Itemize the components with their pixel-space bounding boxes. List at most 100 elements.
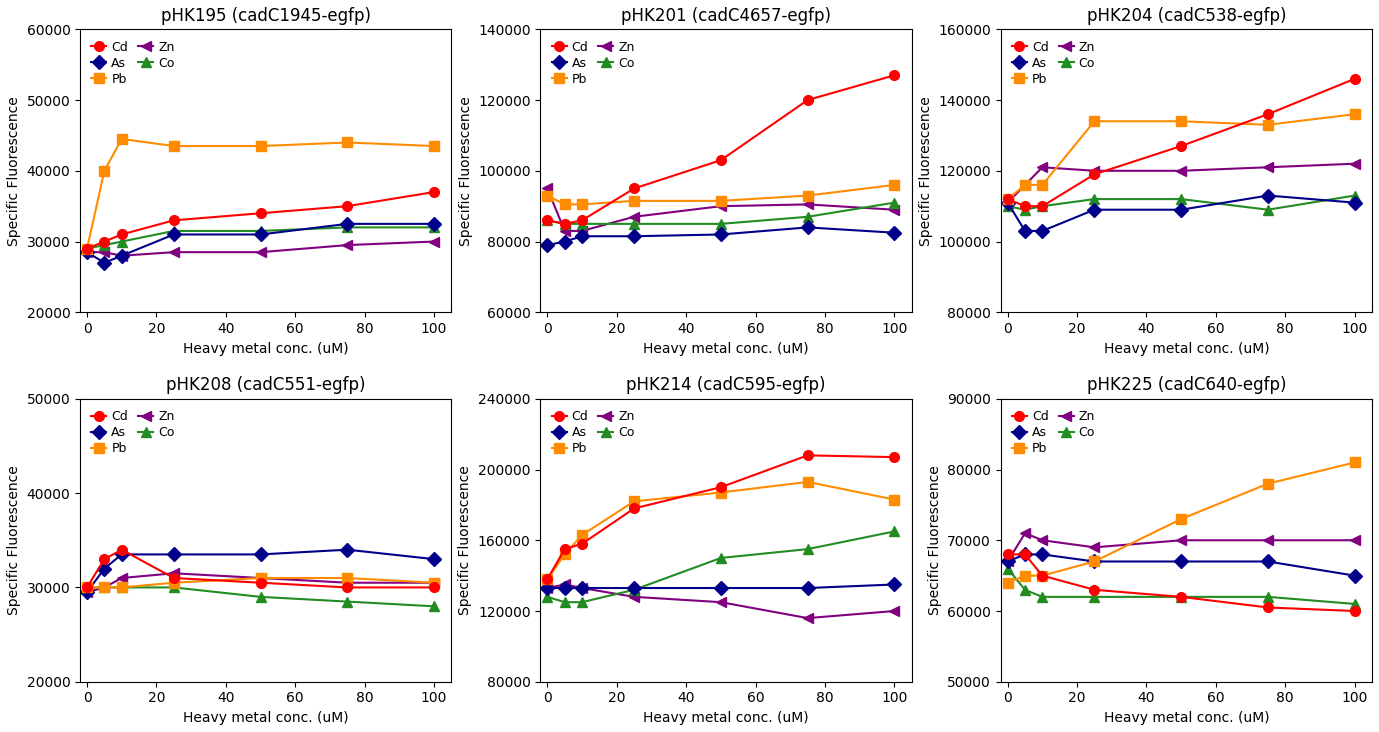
Zn bbox=[574, 583, 590, 592]
Co bbox=[252, 592, 269, 601]
As bbox=[557, 237, 574, 246]
Zn bbox=[800, 200, 816, 209]
As bbox=[113, 550, 130, 559]
Cd bbox=[165, 574, 182, 583]
Pb bbox=[79, 244, 95, 253]
Co bbox=[1016, 205, 1033, 214]
Y-axis label: Specific Fluorescence: Specific Fluorescence bbox=[7, 466, 21, 615]
Zn bbox=[426, 237, 443, 246]
Pb bbox=[1087, 557, 1103, 566]
Pb bbox=[165, 578, 182, 587]
Pb bbox=[574, 531, 590, 539]
Cd bbox=[1174, 141, 1190, 150]
Co bbox=[626, 586, 643, 594]
Co bbox=[252, 226, 269, 235]
As bbox=[426, 220, 443, 228]
Title: pHK214 (cadC595-egfp): pHK214 (cadC595-egfp) bbox=[626, 376, 826, 395]
Cd bbox=[1346, 75, 1362, 83]
Line: Pb: Pb bbox=[1003, 109, 1360, 204]
Cd bbox=[574, 216, 590, 225]
Zn bbox=[1000, 198, 1016, 207]
Co bbox=[1000, 202, 1016, 211]
As bbox=[1174, 205, 1190, 214]
Zn bbox=[626, 592, 643, 601]
Pb bbox=[165, 141, 182, 150]
Co bbox=[79, 244, 95, 253]
Zn bbox=[79, 588, 95, 597]
As bbox=[713, 583, 729, 592]
Cd bbox=[1346, 607, 1362, 616]
Cd bbox=[626, 504, 643, 513]
Pb bbox=[1034, 181, 1051, 190]
As bbox=[1174, 557, 1190, 566]
Co bbox=[539, 216, 556, 225]
Legend: Cd, As, Pb, Zn, Co: Cd, As, Pb, Zn, Co bbox=[546, 36, 640, 91]
Pb bbox=[79, 583, 95, 592]
Title: pHK208 (cadC551-egfp): pHK208 (cadC551-egfp) bbox=[165, 376, 365, 395]
Cd bbox=[887, 452, 903, 461]
Cd bbox=[1016, 202, 1033, 211]
Title: pHK201 (cadC4657-egfp): pHK201 (cadC4657-egfp) bbox=[621, 7, 832, 25]
Line: Pb: Pb bbox=[83, 573, 439, 592]
Co bbox=[800, 545, 816, 553]
Pb bbox=[1346, 458, 1362, 467]
As bbox=[252, 230, 269, 239]
Pb bbox=[713, 196, 729, 205]
Pb bbox=[713, 488, 729, 497]
Co bbox=[426, 602, 443, 610]
Co bbox=[539, 592, 556, 601]
Zn bbox=[1174, 166, 1190, 175]
Cd bbox=[1259, 110, 1276, 119]
Zn bbox=[113, 574, 130, 583]
Zn bbox=[165, 569, 182, 578]
Co bbox=[887, 527, 903, 536]
Pb bbox=[1016, 571, 1033, 580]
Zn bbox=[252, 247, 269, 256]
Legend: Cd, As, Pb, Zn, Co: Cd, As, Pb, Zn, Co bbox=[87, 36, 179, 91]
Zn bbox=[1259, 536, 1276, 545]
As bbox=[79, 247, 95, 256]
Co bbox=[574, 220, 590, 228]
Zn bbox=[887, 205, 903, 214]
Cd bbox=[800, 451, 816, 460]
Co bbox=[113, 583, 130, 592]
Co bbox=[426, 223, 443, 232]
As bbox=[539, 583, 556, 592]
Pb bbox=[252, 141, 269, 150]
Pb bbox=[1000, 578, 1016, 587]
Pb bbox=[887, 495, 903, 504]
Co bbox=[1346, 191, 1362, 200]
As bbox=[574, 232, 590, 241]
Cd bbox=[252, 209, 269, 217]
Cd bbox=[79, 583, 95, 592]
As bbox=[1259, 191, 1276, 200]
Line: Zn: Zn bbox=[542, 580, 899, 623]
Zn bbox=[626, 212, 643, 221]
As bbox=[252, 550, 269, 559]
As bbox=[165, 550, 182, 559]
Cd bbox=[426, 187, 443, 196]
Line: Co: Co bbox=[1003, 564, 1360, 609]
X-axis label: Heavy metal conc. (uM): Heavy metal conc. (uM) bbox=[643, 342, 809, 356]
Zn bbox=[1016, 181, 1033, 190]
Zn bbox=[1034, 536, 1051, 545]
Cd bbox=[339, 583, 356, 592]
Co bbox=[1034, 202, 1051, 211]
Co bbox=[165, 226, 182, 235]
Line: As: As bbox=[1003, 191, 1360, 236]
Pb bbox=[800, 477, 816, 486]
Co bbox=[1087, 592, 1103, 601]
As bbox=[1016, 550, 1033, 559]
Co bbox=[1034, 592, 1051, 601]
Cd bbox=[557, 545, 574, 553]
Co bbox=[1174, 592, 1190, 601]
Zn bbox=[1174, 536, 1190, 545]
Pb bbox=[1034, 571, 1051, 580]
Cd bbox=[557, 220, 574, 228]
Line: Zn: Zn bbox=[1003, 529, 1360, 567]
Co bbox=[713, 553, 729, 562]
Cd bbox=[1016, 550, 1033, 559]
Co bbox=[574, 598, 590, 607]
Zn bbox=[539, 184, 556, 193]
Line: Zn: Zn bbox=[83, 569, 439, 597]
